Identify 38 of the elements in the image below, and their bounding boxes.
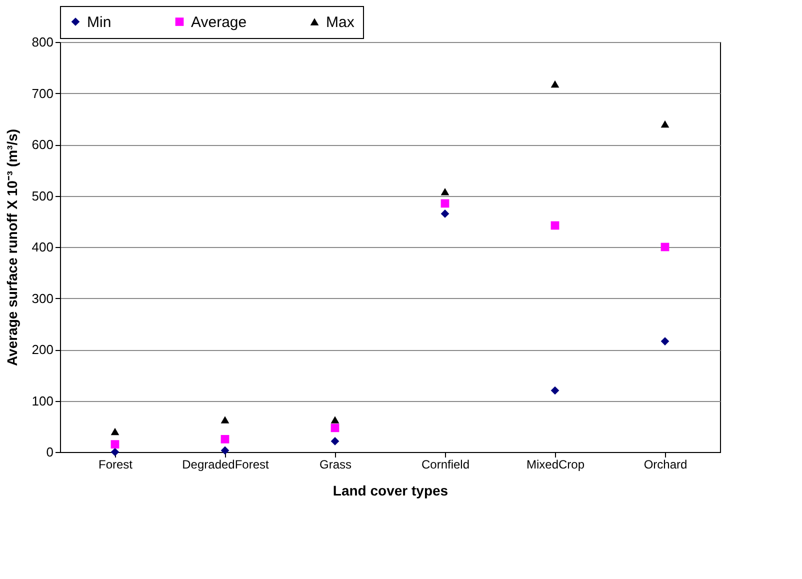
point: [110, 448, 120, 456]
y-tick-label: 100: [32, 393, 54, 408]
y-tick-label: 200: [32, 342, 54, 357]
point: [220, 446, 230, 455]
point: [440, 199, 450, 208]
point: [220, 435, 230, 444]
point: [440, 188, 450, 196]
y-tick-label: 800: [32, 34, 54, 50]
y-tick-label: 500: [32, 188, 54, 204]
point: [660, 242, 670, 252]
legend-label: Max: [326, 14, 355, 31]
point: [550, 80, 560, 88]
y-tick-label: 400: [32, 240, 54, 254]
point: [440, 210, 450, 218]
point: [330, 416, 340, 424]
x-tick-label: MixedCrop: [526, 458, 585, 472]
y-tick-label: 700: [32, 86, 54, 101]
point: [330, 424, 340, 432]
x-axis-title: Land cover types: [332, 482, 448, 498]
y-tick-label: 0: [46, 444, 54, 460]
x-tick-label: Grass: [319, 458, 352, 472]
x-tick-label: DegradedForest: [182, 458, 270, 472]
y-tick-label: 300: [32, 290, 54, 306]
x-tick-label: Cornfield: [421, 458, 470, 472]
x-tick-label: Forest: [98, 458, 134, 472]
point: [330, 437, 340, 446]
point: [550, 386, 560, 395]
y-tick-label: 600: [32, 137, 54, 152]
point: [660, 337, 670, 346]
point: [220, 416, 230, 424]
point: [110, 428, 120, 436]
y-axis-title: Average surface runoff X 10⁻³ (m³/s): [4, 128, 20, 366]
x-tick-label: Orchard: [644, 458, 688, 472]
point: [660, 120, 670, 128]
legend-label: Min: [87, 14, 112, 31]
point: [550, 221, 560, 230]
legend-label: Average: [191, 14, 247, 31]
point: [110, 440, 120, 448]
